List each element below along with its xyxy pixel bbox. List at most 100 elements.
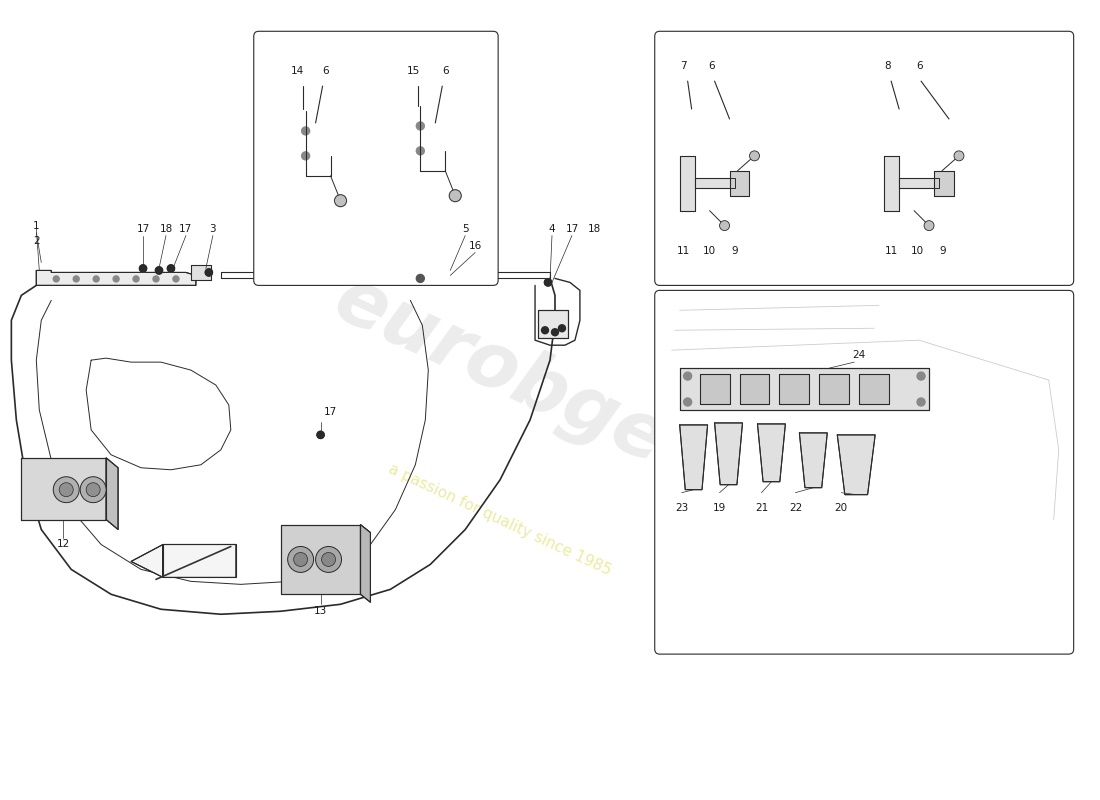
Circle shape [449, 190, 461, 202]
Circle shape [133, 276, 139, 282]
FancyBboxPatch shape [654, 31, 1074, 286]
Text: 16: 16 [469, 241, 482, 250]
Polygon shape [680, 368, 930, 410]
Circle shape [94, 276, 99, 282]
Text: 17: 17 [323, 407, 338, 417]
Circle shape [113, 276, 119, 282]
Polygon shape [538, 310, 568, 338]
Circle shape [544, 279, 551, 286]
Text: 21: 21 [755, 502, 768, 513]
Text: 8: 8 [883, 61, 891, 71]
Circle shape [155, 267, 163, 274]
Circle shape [924, 221, 934, 230]
Circle shape [153, 276, 159, 282]
Polygon shape [106, 458, 118, 530]
Text: 15: 15 [407, 66, 420, 76]
Text: 24: 24 [852, 350, 866, 360]
Circle shape [167, 265, 175, 272]
Polygon shape [715, 423, 742, 485]
Polygon shape [680, 425, 707, 490]
Text: 18: 18 [160, 223, 173, 234]
Circle shape [80, 477, 106, 502]
Circle shape [53, 477, 79, 502]
Polygon shape [700, 374, 729, 404]
Circle shape [416, 147, 425, 155]
Text: 11: 11 [676, 246, 691, 255]
Circle shape [684, 372, 692, 380]
Text: 1: 1 [33, 221, 40, 230]
Text: 6: 6 [916, 61, 923, 71]
Polygon shape [191, 266, 211, 281]
Circle shape [544, 279, 551, 286]
Text: 5: 5 [462, 223, 469, 234]
FancyBboxPatch shape [254, 31, 498, 286]
Polygon shape [280, 525, 361, 594]
Text: 17: 17 [179, 223, 192, 234]
Polygon shape [820, 374, 849, 404]
Text: 6: 6 [708, 61, 715, 71]
Text: 17: 17 [136, 223, 150, 234]
Polygon shape [131, 545, 163, 578]
Circle shape [888, 194, 896, 202]
Polygon shape [361, 525, 371, 602]
Polygon shape [163, 545, 235, 578]
Circle shape [317, 431, 324, 438]
Circle shape [53, 276, 59, 282]
Text: 6: 6 [442, 66, 449, 76]
Circle shape [917, 372, 925, 380]
Polygon shape [36, 270, 196, 286]
Polygon shape [758, 424, 785, 482]
Text: 22: 22 [789, 502, 802, 513]
Polygon shape [21, 458, 106, 519]
Polygon shape [694, 178, 735, 188]
Circle shape [321, 553, 336, 566]
Circle shape [288, 546, 313, 572]
Circle shape [449, 190, 461, 202]
Polygon shape [680, 156, 694, 210]
Circle shape [206, 269, 212, 276]
Polygon shape [729, 170, 749, 196]
Text: 9: 9 [939, 246, 946, 255]
Text: 17: 17 [565, 223, 579, 234]
Text: 9: 9 [732, 246, 738, 255]
Text: a passion for quality since 1985: a passion for quality since 1985 [386, 462, 614, 578]
Circle shape [954, 151, 964, 161]
Circle shape [140, 265, 146, 272]
Text: 13: 13 [314, 606, 327, 616]
Text: 11: 11 [884, 246, 898, 255]
Circle shape [684, 398, 692, 406]
Circle shape [334, 194, 346, 206]
Polygon shape [934, 170, 954, 196]
Text: 18: 18 [588, 223, 602, 234]
Circle shape [684, 162, 692, 170]
Circle shape [173, 276, 179, 282]
Circle shape [541, 326, 549, 334]
Text: 7: 7 [680, 61, 688, 71]
Circle shape [917, 398, 925, 406]
Circle shape [888, 162, 896, 170]
Polygon shape [780, 374, 810, 404]
Text: 10: 10 [911, 246, 924, 255]
Polygon shape [884, 156, 899, 210]
Polygon shape [899, 178, 939, 188]
Text: eurobges: eurobges [322, 262, 718, 499]
Circle shape [416, 274, 425, 282]
Text: 10: 10 [703, 246, 716, 255]
Circle shape [74, 276, 79, 282]
Circle shape [206, 269, 212, 276]
Circle shape [316, 546, 341, 572]
FancyBboxPatch shape [654, 290, 1074, 654]
Polygon shape [739, 374, 769, 404]
Circle shape [155, 267, 163, 274]
Text: 20: 20 [835, 502, 848, 513]
Text: 23: 23 [675, 502, 689, 513]
Circle shape [167, 265, 175, 272]
Circle shape [551, 329, 559, 336]
Text: 3: 3 [209, 223, 217, 234]
Text: 4: 4 [549, 223, 556, 234]
Circle shape [86, 482, 100, 497]
Text: 2: 2 [33, 235, 40, 246]
Circle shape [301, 152, 309, 160]
Circle shape [59, 482, 74, 497]
Circle shape [140, 265, 146, 272]
